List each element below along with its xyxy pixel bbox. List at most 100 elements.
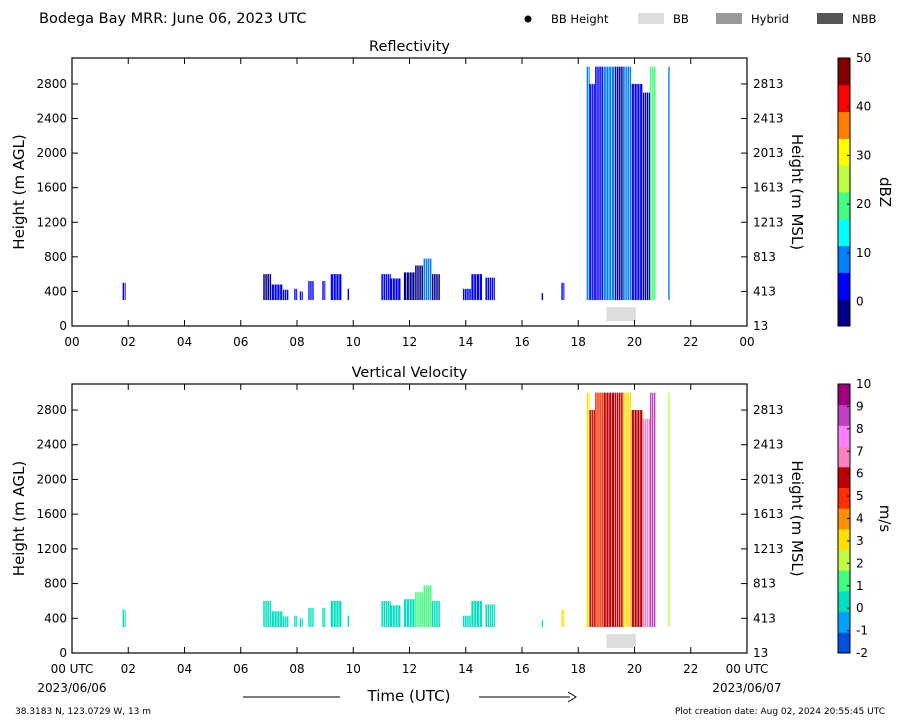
data-cell [286,289,289,301]
data-cell [282,616,285,627]
data-cell [301,291,303,301]
colorbar-segment [838,404,850,426]
data-cell [627,392,629,627]
data-cell [409,599,412,627]
data-cell [597,392,599,627]
x-tick-label: 10 [346,335,361,349]
y-tick-label-right: 13 [753,319,768,333]
data-cell [653,66,656,301]
location-label: 38.3183 N, 123.0729 W, 13 m [15,707,151,717]
data-cell [469,288,471,301]
y-tick-label: 2400 [36,112,67,126]
data-cell [398,278,401,301]
x-tick-label: 08 [289,335,304,349]
data-cell [322,281,324,301]
colorbar-label: dBZ [876,177,894,207]
data-cell [479,600,483,627]
data-cell [631,410,634,627]
data-cell [427,258,430,301]
data-cell [286,616,289,627]
data-cell [269,600,272,627]
x-tick-label: 16 [514,335,529,349]
data-cell [634,410,637,627]
data-cell [642,92,645,301]
data-cell [637,83,640,301]
data-cell [274,284,277,301]
bb-marker [606,307,636,321]
data-cell [385,600,388,627]
colorbar-segment [838,138,850,166]
data-cell [392,605,395,627]
data-cell [385,274,388,301]
colorbar-segment [838,425,850,447]
data-cell [646,92,649,301]
x-tick-label: 06 [233,335,248,349]
data-cell [649,392,652,627]
x-tick-label: 20 [627,662,642,676]
colorbar-segment [838,84,850,113]
y-tick-label-right: 1213 [753,542,784,556]
colorbar-tick-label: 2 [856,556,864,570]
legend-label: BB [673,12,689,26]
data-cell [471,600,474,627]
data-cell [591,83,593,301]
x-axis-label: Time (UTC) [367,687,451,705]
x-tick-label: 00 [64,335,79,349]
data-cell [619,392,621,627]
colorbar-tick-label: 10 [856,377,871,391]
data-cell [563,609,565,627]
data-cell [588,66,590,301]
data-cell [637,410,640,627]
colorbar-segment [838,111,850,139]
x-tick-label: 00 UTC [51,662,94,676]
data-cell [277,611,280,627]
data-cell [623,392,625,627]
data-cell [601,392,603,627]
data-cell [339,600,342,627]
y-tick-label-right: 2413 [753,438,784,452]
data-cell [586,66,589,301]
data-cell [308,281,310,301]
data-cell [296,288,298,301]
data-cell [474,274,477,301]
figure-title: Bodega Bay MRR: June 06, 2023 UTC [39,11,307,27]
legend-label: Hybrid [751,12,789,26]
data-cell [465,288,467,301]
colorbar-tick-label: 4 [856,512,864,526]
colorbar-tick-label: 8 [856,422,864,436]
data-cell [612,66,615,301]
x-tick-label: 22 [683,662,698,676]
colorbar-tick-label: 0 [856,295,864,309]
data-cell [265,274,267,301]
data-cell [421,592,423,627]
x-tick-label: 12 [402,662,417,676]
data-cell [634,83,637,301]
data-cell [381,274,383,301]
data-cell [265,600,267,627]
colorbar-tick-label: 50 [856,51,871,65]
data-cell [312,281,314,301]
data-cell [668,66,670,301]
data-cell [438,274,440,301]
data-cell [609,392,612,627]
colorbar-segment [838,58,850,86]
data-cell [477,274,480,301]
data-cell [606,392,609,627]
data-cell [277,284,280,301]
data-cell [296,615,298,627]
data-cell [489,277,492,301]
data-cell [434,600,436,627]
data-cell [629,66,632,301]
data-cell [646,418,649,627]
data-cell [595,392,597,627]
x-tick-label: 22 [683,335,698,349]
data-cell [612,392,615,627]
y-tick-label: 1600 [36,181,67,195]
data-cell [479,274,483,301]
data-cell [469,615,471,627]
y-tick-label: 1200 [36,215,67,229]
data-cell [389,278,393,301]
data-cell [124,609,126,627]
